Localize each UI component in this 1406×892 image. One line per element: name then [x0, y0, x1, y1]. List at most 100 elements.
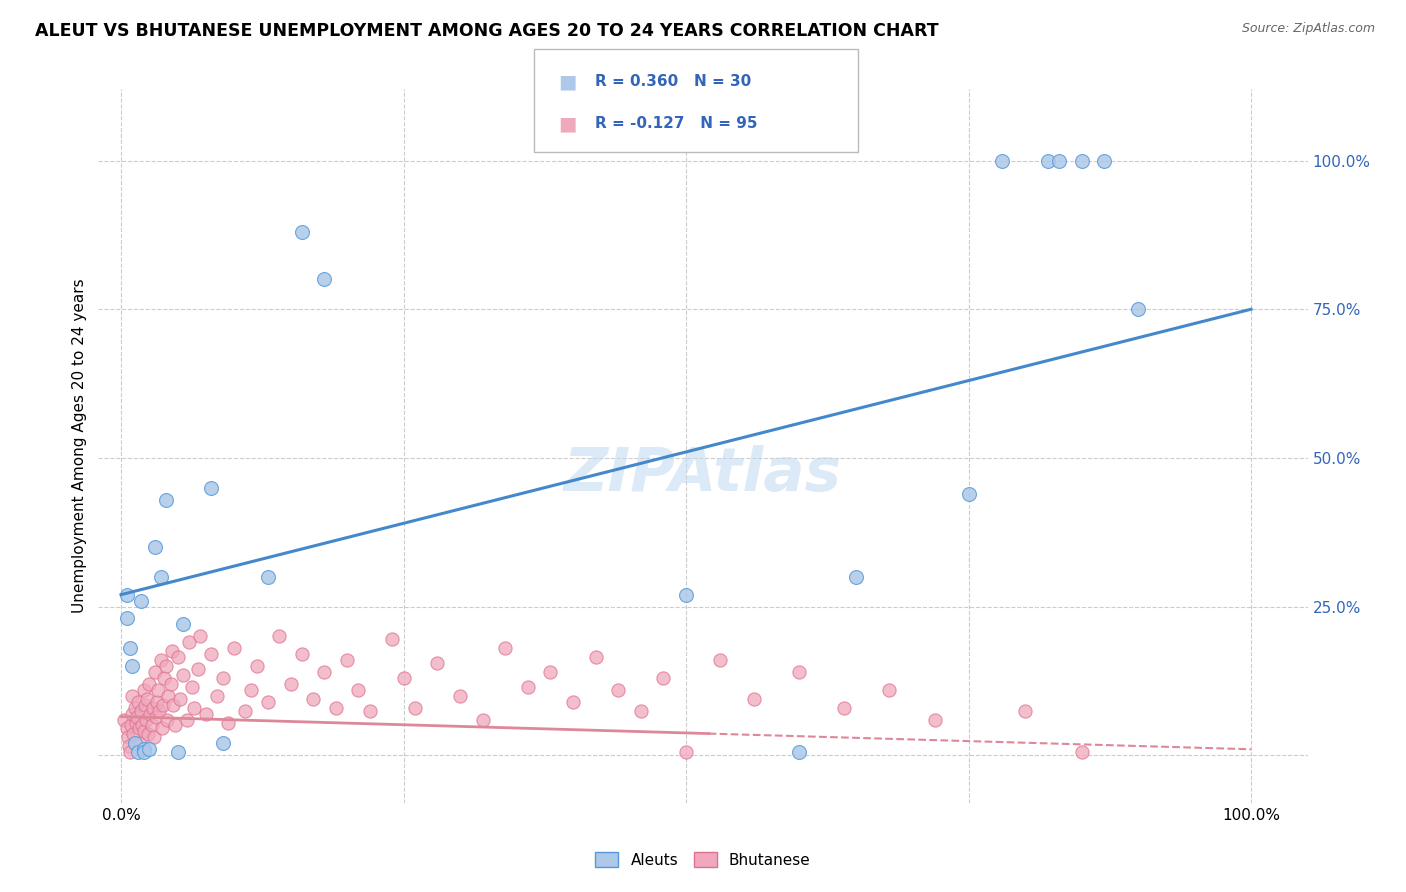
Point	[136, 691, 159, 706]
Point	[325, 700, 347, 714]
Point	[832, 700, 855, 714]
Point	[585, 650, 607, 665]
Point	[127, 745, 149, 759]
Point	[138, 742, 160, 756]
Point	[165, 718, 187, 732]
Point	[159, 677, 181, 691]
Point	[879, 682, 901, 697]
Point	[516, 680, 538, 694]
Text: Source: ZipAtlas.com: Source: ZipAtlas.com	[1241, 22, 1375, 36]
Point	[246, 659, 269, 673]
Point	[426, 656, 449, 670]
Point	[381, 632, 404, 647]
Point	[135, 713, 157, 727]
Point	[742, 691, 765, 706]
Point	[138, 677, 160, 691]
Point	[1036, 153, 1059, 168]
Point	[211, 671, 233, 685]
Point	[1070, 745, 1092, 759]
Point	[153, 671, 176, 685]
Point	[302, 691, 325, 706]
Point	[347, 682, 370, 697]
Point	[121, 659, 143, 673]
Point	[291, 647, 314, 661]
Text: ZIPAtlas: ZIPAtlas	[564, 445, 842, 504]
Point	[392, 671, 415, 685]
Legend: Aleuts, Bhutanese: Aleuts, Bhutanese	[589, 846, 817, 873]
Text: R = 0.360   N = 30: R = 0.360 N = 30	[595, 74, 751, 89]
Point	[233, 704, 256, 718]
Point	[709, 653, 731, 667]
Point	[143, 665, 166, 679]
Point	[120, 718, 142, 732]
Text: ALEUT VS BHUTANESE UNEMPLOYMENT AMONG AGES 20 TO 24 YEARS CORRELATION CHART: ALEUT VS BHUTANESE UNEMPLOYMENT AMONG AG…	[35, 22, 939, 40]
Point	[142, 700, 165, 714]
Point	[205, 689, 228, 703]
Point	[291, 225, 314, 239]
Point	[134, 698, 156, 712]
Point	[269, 629, 291, 643]
Point	[142, 731, 165, 745]
Point	[155, 492, 177, 507]
Point	[314, 665, 336, 679]
Point	[257, 695, 280, 709]
Y-axis label: Unemployment Among Ages 20 to 24 years: Unemployment Among Ages 20 to 24 years	[72, 278, 87, 614]
Point	[148, 682, 170, 697]
Point	[120, 641, 142, 656]
Point	[652, 671, 675, 685]
Point	[200, 647, 222, 661]
Point	[630, 704, 652, 718]
Point	[1070, 153, 1092, 168]
Point	[538, 665, 561, 679]
Point	[607, 682, 630, 697]
Point	[141, 718, 163, 732]
Point	[787, 665, 810, 679]
Point	[121, 689, 143, 703]
Point	[145, 709, 167, 723]
Point	[132, 742, 155, 756]
Point	[188, 629, 211, 643]
Point	[157, 689, 180, 703]
Point	[991, 153, 1014, 168]
Point	[176, 713, 198, 727]
Point	[336, 653, 359, 667]
Point	[1014, 704, 1036, 718]
Point	[150, 722, 173, 736]
Point	[120, 745, 142, 759]
Point	[359, 704, 381, 718]
Point	[845, 570, 868, 584]
Point	[494, 641, 516, 656]
Point	[177, 635, 200, 649]
Point	[132, 745, 155, 759]
Point	[166, 745, 188, 759]
Point	[169, 691, 191, 706]
Point	[115, 588, 138, 602]
Point	[162, 698, 184, 712]
Point	[471, 713, 494, 727]
Point	[404, 700, 426, 714]
Point	[222, 641, 245, 656]
Point	[166, 650, 188, 665]
Text: R = -0.127   N = 95: R = -0.127 N = 95	[595, 116, 758, 131]
Point	[160, 644, 183, 658]
Point	[115, 611, 138, 625]
Point	[172, 668, 194, 682]
Point	[112, 713, 135, 727]
Point	[194, 706, 217, 721]
Point	[183, 700, 205, 714]
Point	[257, 570, 280, 584]
Point	[957, 486, 980, 500]
Point	[129, 736, 152, 750]
Point	[122, 727, 145, 741]
Point	[118, 739, 141, 754]
Point	[124, 736, 146, 750]
Point	[1092, 153, 1115, 168]
Point	[787, 745, 810, 759]
Point	[217, 715, 239, 730]
Point	[675, 588, 697, 602]
Point	[132, 682, 155, 697]
Point	[187, 662, 209, 676]
Point	[128, 722, 150, 736]
Point	[131, 704, 153, 718]
Point	[211, 736, 233, 750]
